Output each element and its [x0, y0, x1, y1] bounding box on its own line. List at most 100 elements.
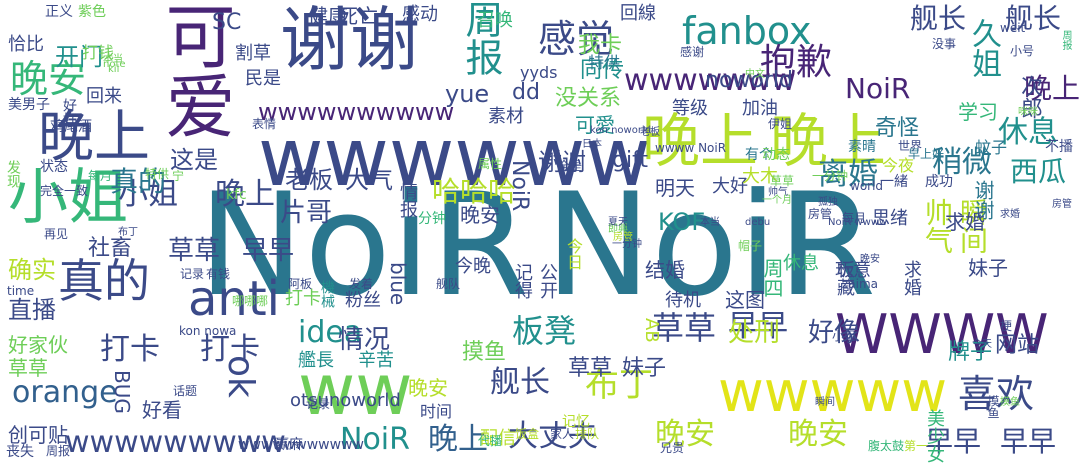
cloud-word: 早早 — [1000, 425, 1057, 458]
cloud-word: 丧失 — [6, 444, 34, 460]
cloud-word: 感觉 — [538, 17, 615, 61]
cloud-word: 每月 — [88, 169, 113, 183]
cloud-word: 舰队 — [436, 277, 461, 291]
cloud-word: 世界 — [898, 139, 923, 153]
cloud-word: 真的 — [110, 165, 167, 198]
cloud-word: 谢谢 — [971, 180, 995, 220]
cloud-word: 情报 — [397, 182, 418, 218]
cloud-word: 网站 — [995, 333, 1040, 358]
cloud-word: 死亡 — [338, 4, 378, 28]
cloud-word: 晚安 — [655, 417, 715, 452]
cloud-word: blue — [386, 262, 410, 306]
cloud-word: 好看 — [142, 398, 182, 422]
cloud-word: ok — [220, 355, 261, 398]
cloud-word: 今日 — [564, 238, 583, 270]
cloud-word: 日本 — [582, 139, 602, 150]
cloud-word: 晚安 — [460, 203, 500, 227]
cloud-word: 即興 — [608, 224, 628, 235]
cloud-word: 大丈夫 — [508, 419, 598, 454]
cloud-word: 辛苦 — [358, 350, 394, 371]
cloud-word: noworld — [705, 68, 793, 93]
cloud-word: 抱歉 — [760, 42, 833, 83]
cloud-word: 妹子 — [622, 356, 667, 381]
cloud-word: 周报 — [46, 444, 71, 458]
cloud-word: NoiR — [340, 422, 410, 457]
cloud-word: NoiR — [198, 163, 530, 328]
cloud-word: 召唤 — [477, 10, 513, 31]
cloud-word: yyds — [520, 63, 558, 82]
cloud-word: wwwwwwwww — [65, 425, 286, 460]
cloud-word: 打钱 — [82, 43, 115, 62]
cloud-word: 休息 — [783, 253, 819, 274]
cloud-word: 第一 — [904, 439, 929, 453]
cloud-word: 谢谢 — [280, 0, 420, 81]
cloud-word: 草草 — [770, 174, 795, 188]
cloud-word: KOF — [658, 208, 706, 236]
cloud-word: wwwwww — [258, 111, 651, 204]
cloud-word: 打卡 — [100, 332, 160, 367]
cloud-word: 周报 — [459, 0, 503, 76]
cloud-word: 表情 — [252, 117, 277, 131]
cloud-word: 美少女 — [924, 409, 945, 463]
cloud-word: 家人 — [550, 427, 575, 441]
cloud-word: 舰长 — [490, 365, 550, 400]
cloud-word: 次郎 — [1017, 75, 1042, 119]
cloud-word: 小姐 — [832, 329, 857, 343]
cloud-word: 每月 — [842, 211, 867, 225]
cloud-word: wwww NoiR — [655, 141, 727, 155]
cloud-word: weit — [1000, 21, 1026, 35]
cloud-word: 再见 — [44, 227, 69, 241]
cloud-word: 时间 — [420, 402, 453, 421]
cloud-word: idea — [298, 315, 363, 350]
cloud-word: 正义 — [45, 4, 73, 20]
cloud-word: 没事 — [932, 37, 957, 51]
cloud-word: 板凳 — [512, 312, 577, 350]
cloud-word: 一緒 — [880, 174, 908, 190]
cloud-word: 牌子 — [948, 340, 993, 365]
cloud-word: 草草 — [168, 236, 221, 266]
cloud-word: 动态 — [762, 147, 790, 163]
cloud-word: 这是 — [170, 146, 218, 174]
cloud-word: 打卡 — [285, 288, 321, 309]
cloud-word: 记得 — [512, 263, 533, 299]
cloud-word: 草草 — [8, 356, 48, 380]
cloud-word: 求婚 — [901, 260, 922, 296]
cloud-word: 有钱 — [206, 267, 231, 281]
cloud-word: otsunoworld — [290, 390, 401, 411]
cloud-word: NoiR — [845, 72, 911, 105]
cloud-word: 粉丝 — [345, 290, 381, 311]
cloud-word: kfc — [226, 187, 247, 203]
cloud-word: 发现 — [5, 160, 21, 188]
cloud-word: 今晚 — [455, 256, 491, 277]
cloud-word: 早早 — [728, 309, 788, 344]
cloud-word: 本当 — [700, 217, 720, 228]
cloud-word: 艦長 — [298, 350, 334, 371]
cloud-word: 特供 — [145, 167, 170, 181]
cloud-word: 开门 — [55, 43, 103, 71]
cloud-word: 可愛 — [575, 113, 615, 137]
cloud-word: 结婚 — [645, 258, 685, 282]
cloud-word: 晚上 — [770, 107, 887, 175]
cloud-word: 哪哪哪 — [232, 294, 269, 308]
cloud-word: 求婚 — [945, 210, 985, 234]
cloud-word: 明天 — [655, 176, 695, 200]
cloud-word: 瞬间 — [956, 198, 989, 254]
cloud-word: 喜欢 — [958, 372, 1035, 416]
cloud-word: 完全一致 — [40, 184, 89, 198]
cloud-word: 配信 — [480, 428, 516, 449]
cloud-word: SC — [212, 10, 242, 35]
cloud-word: 没关系 — [555, 86, 622, 111]
cloud-word: 真的 — [58, 254, 150, 308]
cloud-word: 小姐 — [118, 177, 178, 212]
cloud-word: 赢麻 — [275, 437, 303, 453]
cloud-word: 可爱 — [154, 0, 236, 140]
cloud-word: 咪咪 — [1018, 107, 1038, 118]
cloud-word: 夏天 — [608, 217, 628, 228]
cloud-word: 排队 — [575, 427, 600, 441]
cloud-word: 分钟 — [418, 211, 446, 227]
cloud-word: 有个 — [745, 147, 773, 163]
cloud-word: 小号 — [1010, 44, 1035, 58]
cloud-word: 西瓜 — [1010, 155, 1067, 188]
cloud-word: 哈哈哈 — [432, 175, 517, 208]
cloud-word: WWWW — [835, 303, 1049, 366]
